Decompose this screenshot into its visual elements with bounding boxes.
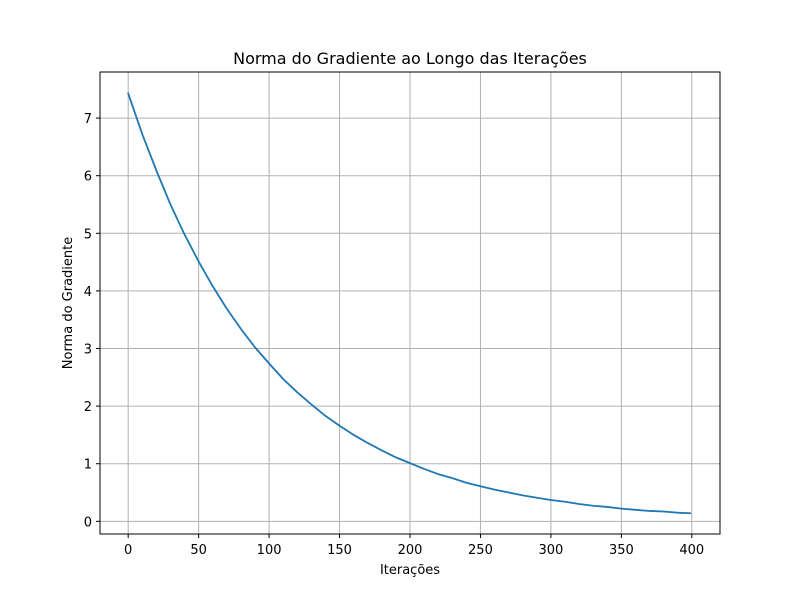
series-line [127,92,692,515]
chart-title: Norma do Gradiente ao Longo das Iteraçõe… [233,49,587,68]
grid [100,72,720,534]
x-tick-label: 400 [679,543,704,558]
y-tick-label: 7 [84,112,92,127]
x-tick-label: 300 [538,543,563,558]
x-tick-label: 0 [124,543,132,558]
x-tick-label: 150 [327,543,352,558]
y-axis-label: Norma do Gradiente [61,237,76,369]
x-tick-label: 100 [257,543,282,558]
x-tick-label: 50 [190,543,207,558]
x-axis-label: Iterações [380,563,440,578]
x-tick-label: 200 [398,543,423,558]
y-tick-label: 3 [84,343,92,358]
x-tick-label: 250 [468,543,493,558]
x-tick-label: 350 [609,543,634,558]
ticks: 0 50 100 150 200 250 300 350 400 0 1 2 3 4 5 6 7 [84,112,705,558]
y-tick-label: 4 [84,285,92,300]
y-tick-label: 6 [84,170,92,185]
y-tick-label: 2 [84,400,92,415]
y-tick-label: 1 [84,458,92,473]
series-layer [127,92,692,515]
y-tick-label: 0 [84,515,92,530]
y-tick-label: 5 [84,227,92,242]
